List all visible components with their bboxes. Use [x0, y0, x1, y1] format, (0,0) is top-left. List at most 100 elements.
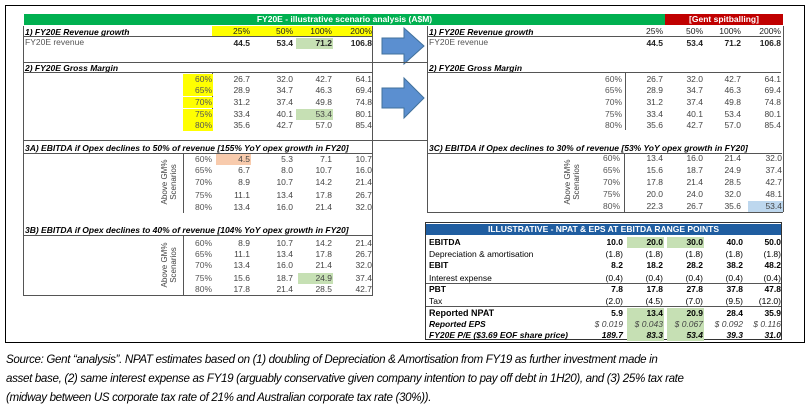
- divider: [427, 72, 781, 73]
- ebitda-value: 17.8: [315, 189, 332, 200]
- npat-value: 35.9: [764, 307, 781, 318]
- footnote: Source: Gent “analysis”. NPAT estimates …: [6, 350, 806, 407]
- ebitda-value: 32.0: [765, 152, 782, 163]
- section-title: 1) FY20E Revenue growth: [25, 27, 130, 37]
- divider: [372, 26, 373, 295]
- gm-value: 85.4: [764, 119, 781, 130]
- gm-value: 42.7: [724, 73, 741, 84]
- ebitda-value: 13.4: [233, 259, 250, 270]
- npat-value: $ 0.116: [753, 318, 781, 329]
- ebitda-value: 10.7: [355, 153, 372, 164]
- npat-value: (1.8): [725, 248, 743, 259]
- npat-value: $ 0.067: [667, 318, 704, 330]
- gm-value: 31.2: [233, 96, 250, 107]
- gm-value: 80.1: [355, 108, 372, 119]
- npat-value: 38.2: [726, 259, 743, 270]
- npat-value: 8.2: [611, 259, 623, 270]
- gm-label: 80%: [604, 119, 622, 130]
- gm-value: 32.0: [686, 73, 703, 84]
- npat-value: 40.0: [726, 236, 743, 247]
- ebitda-value: 21.4: [686, 176, 703, 187]
- revenue-value: 106.8: [350, 37, 372, 48]
- divider: [23, 235, 372, 236]
- gm-value: 80.1: [764, 108, 781, 119]
- gm-value: 46.3: [315, 84, 332, 95]
- gm-value: 42.7: [276, 119, 293, 130]
- ebitda-value: 13.4: [646, 152, 663, 163]
- npat-value: (0.4): [763, 272, 781, 283]
- divider: [427, 26, 428, 212]
- npat-row-label: Tax: [429, 295, 443, 306]
- gm-label: 60%: [194, 237, 212, 248]
- npat-value: 17.8: [646, 283, 663, 294]
- gm-value: 35.6: [646, 119, 663, 130]
- growth-col-header: 200%: [350, 25, 372, 36]
- divider: [183, 154, 184, 213]
- ebitda-value: 16.0: [276, 201, 293, 212]
- gm-value: 31.2: [646, 96, 663, 107]
- gm-label: 80%: [602, 200, 620, 211]
- gm-value: 74.8: [355, 96, 372, 107]
- npat-value: 50.0: [764, 236, 781, 247]
- divider: [183, 236, 184, 295]
- growth-header-highlight: [212, 26, 372, 36]
- side-label-line: Above GM%: [563, 159, 572, 205]
- gm-value: 49.8: [724, 96, 741, 107]
- gm-label: 65%: [604, 84, 622, 95]
- npat-value: 83.3: [627, 329, 664, 341]
- gm-value: 64.1: [764, 73, 781, 84]
- npat-value: (0.4): [725, 272, 743, 283]
- growth-col-header: 100%: [719, 25, 741, 36]
- npat-value: (0.4): [605, 272, 623, 283]
- gm-value: 37.4: [276, 96, 293, 107]
- ebitda-value: 16.0: [686, 152, 703, 163]
- divider: [23, 72, 372, 73]
- npat-row-label: EBITDA: [429, 236, 461, 247]
- npat-value: 28.4: [726, 307, 743, 318]
- ebitda-value: 14.2: [315, 237, 332, 248]
- section-title: 3B) EBITDA if Opex declines to 40% of re…: [25, 225, 349, 235]
- ebitda-value: 8.0: [281, 164, 293, 175]
- gm-value: 57.0: [315, 119, 332, 130]
- npat-value: $ 0.019: [594, 318, 623, 329]
- ebitda-value: 4.5: [216, 153, 251, 165]
- npat-value: 20.0: [627, 236, 664, 248]
- ebitda-value: 10.7: [276, 176, 293, 187]
- ebitda-value: 5.3: [281, 153, 293, 164]
- ebitda-value: 11.1: [234, 248, 250, 259]
- gm-value: 40.1: [686, 108, 703, 119]
- npat-title: ILLUSTRATIVE - NPAT & EPS AT EBITDA RANG…: [426, 224, 781, 235]
- gm-label: 80%: [194, 283, 212, 294]
- ebitda-value: 37.4: [765, 164, 782, 175]
- gm-value: 35.6: [233, 119, 250, 130]
- npat-value: (1.8): [645, 248, 663, 259]
- npat-value: (2.0): [605, 295, 623, 306]
- ebitda-value: 20.0: [646, 188, 663, 199]
- ebitda-value: 21.4: [276, 283, 293, 294]
- ebitda-value: 28.5: [724, 176, 741, 187]
- divider: [426, 306, 781, 307]
- ebitda-value: 8.9: [238, 176, 250, 187]
- gm-label: 70%: [602, 176, 620, 187]
- ebitda-value: 24.0: [686, 188, 703, 199]
- gm-value: 64.1: [355, 73, 372, 84]
- gm-label: 60%: [194, 153, 212, 164]
- ebitda-value: 13.4: [276, 248, 293, 259]
- npat-value: $ 0.092: [714, 318, 743, 329]
- section-title: 2) FY20E Gross Margin: [25, 63, 119, 73]
- ebitda-value: 32.0: [355, 201, 372, 212]
- gm-label: 65%: [183, 84, 213, 96]
- npat-value: 13.4: [627, 307, 664, 319]
- gm-label: 75%: [183, 108, 213, 120]
- side-label: Above GM% Scenarios: [160, 235, 180, 295]
- ebitda-value: 10.7: [276, 237, 293, 248]
- gm-value: 53.4: [724, 108, 741, 119]
- npat-value: (12.0): [758, 295, 781, 306]
- gm-value: 57.0: [724, 119, 741, 130]
- npat-value: (1.8): [763, 248, 781, 259]
- divider: [23, 295, 373, 296]
- side-label-line: Scenarios: [169, 247, 178, 283]
- npat-row-label: Depreciation & amortisation: [429, 248, 534, 259]
- row-label: FY20E revenue: [25, 37, 85, 47]
